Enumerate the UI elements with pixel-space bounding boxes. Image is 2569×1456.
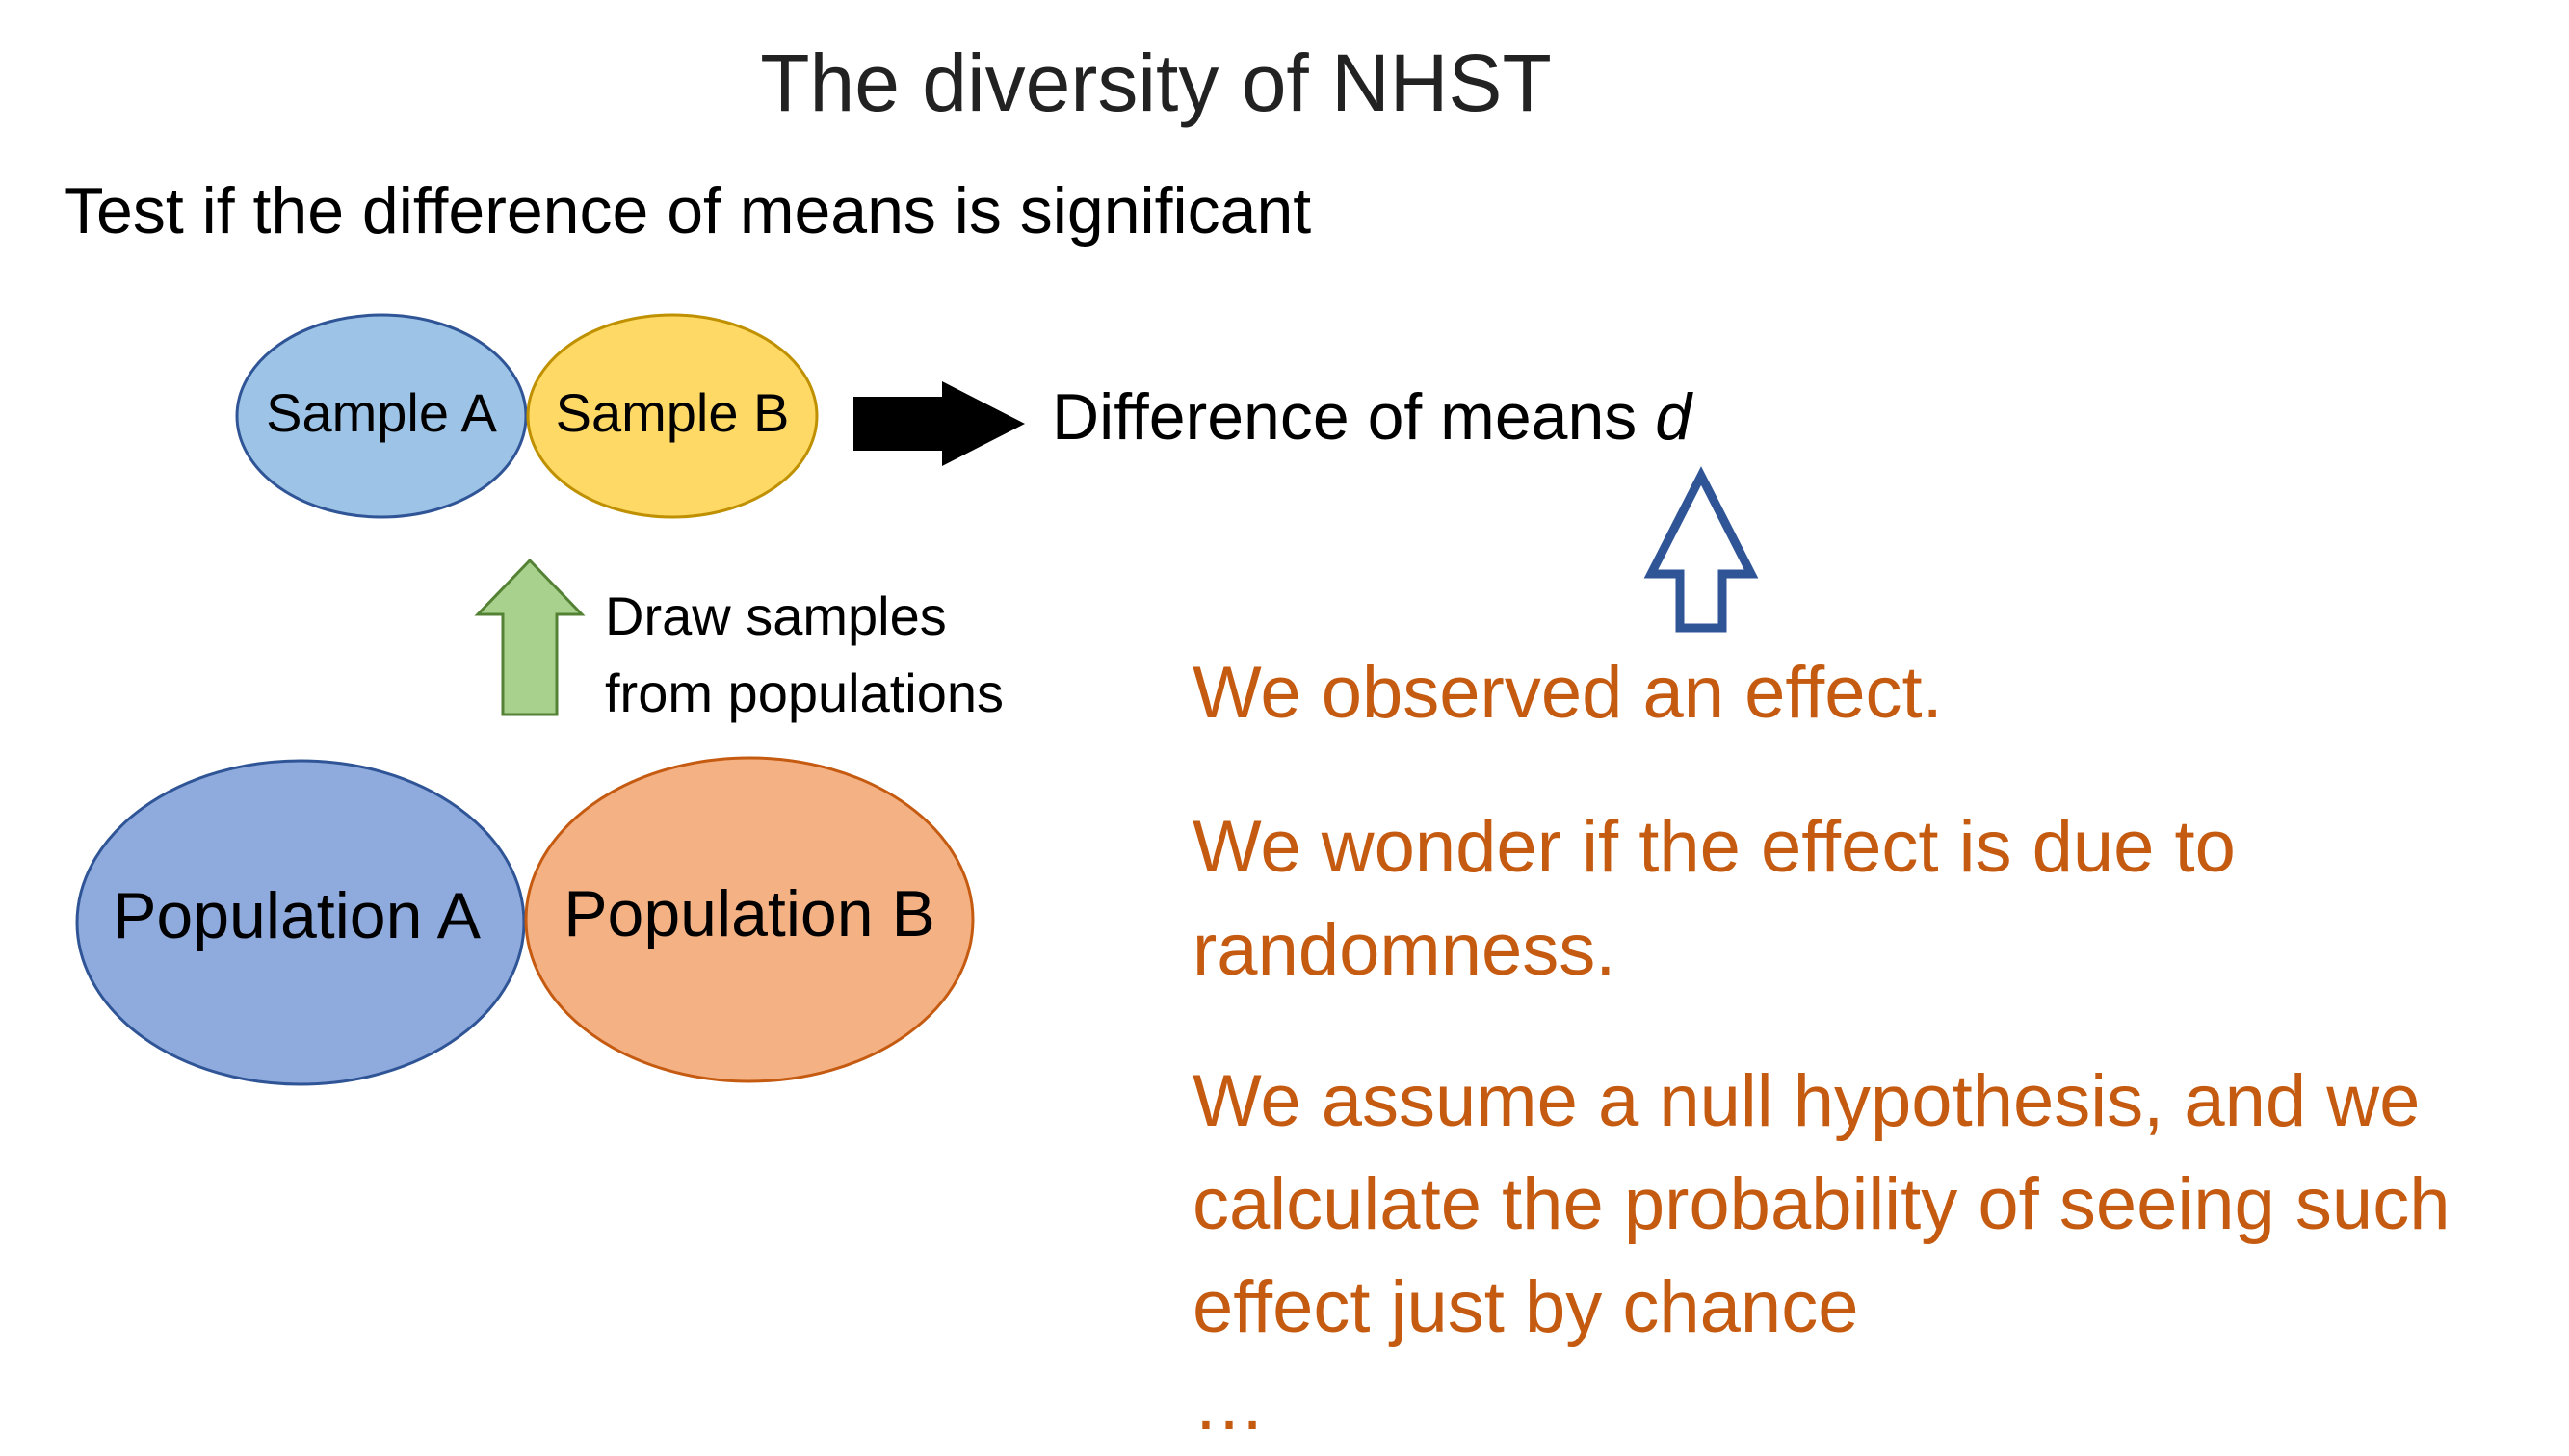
- black-right-arrow: [853, 381, 1025, 466]
- sample-b-ellipse: [526, 313, 819, 519]
- outline-up-arrow: [1643, 466, 1759, 633]
- note-ellipsis: …: [1193, 1364, 1266, 1445]
- sample-b-label: Sample B: [556, 382, 790, 443]
- difference-variable: d: [1655, 380, 1692, 454]
- note-assume: We assume a null hypothesis, and we calc…: [1193, 1060, 2451, 1348]
- draw-samples-line-2: from populations: [605, 663, 1005, 723]
- slide-title: The diversity of NHST: [760, 38, 1552, 128]
- difference-text: Difference of means: [1052, 380, 1656, 454]
- slide-subtitle: Test if the difference of means is signi…: [64, 174, 1312, 247]
- population-b-ellipse: [524, 756, 975, 1083]
- sample-a-label: Sample A: [266, 382, 497, 443]
- population-b-label: Population B: [564, 877, 935, 950]
- draw-samples-line-1: Draw samples: [605, 585, 947, 646]
- draw-samples-label: Draw samples from populations: [605, 578, 1004, 732]
- note-wonder: We wonder if the effect is due to random…: [1193, 806, 2236, 991]
- green-up-arrow: [474, 558, 586, 716]
- population-a-ellipse: [75, 759, 526, 1086]
- sample-a-ellipse: [235, 313, 528, 519]
- note-observed: We observed an effect.: [1193, 652, 1943, 734]
- difference-of-means-label: Difference of means d: [1052, 379, 1691, 455]
- population-a-label: Population A: [113, 879, 482, 952]
